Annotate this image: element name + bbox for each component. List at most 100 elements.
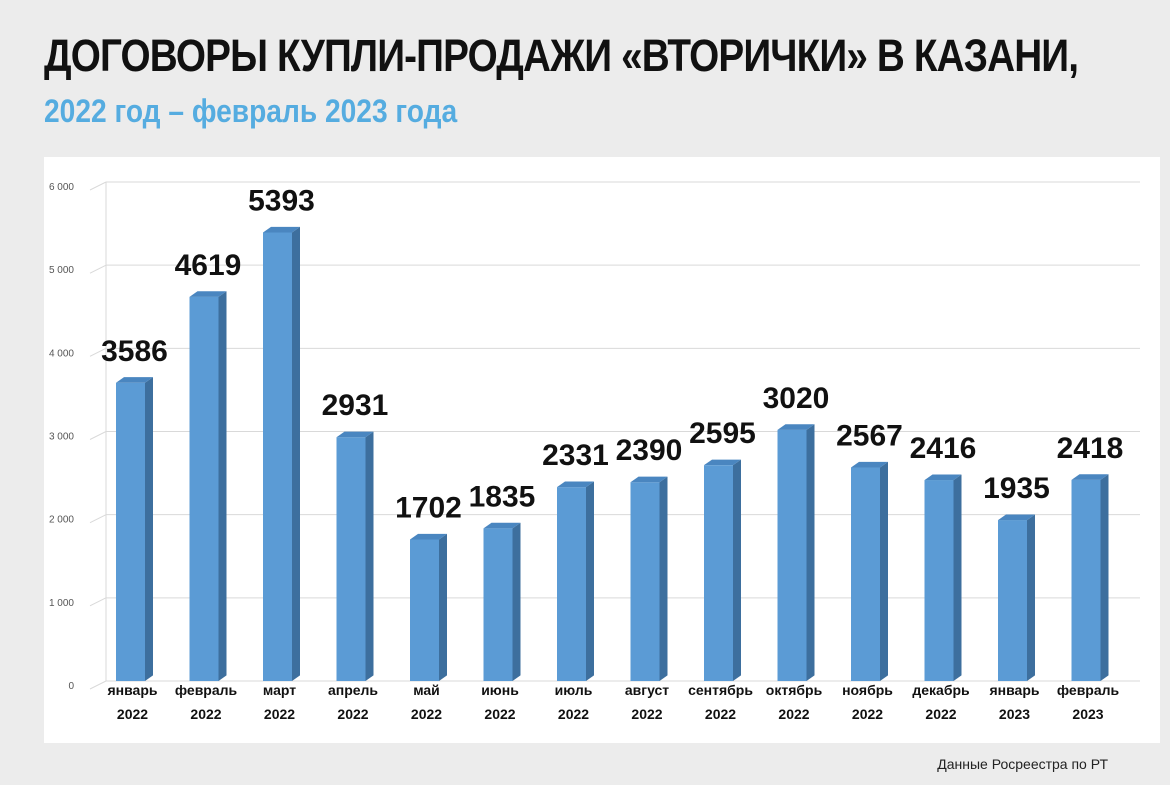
bar-top (851, 461, 888, 468)
bar-side (145, 377, 153, 681)
value-label: 1835 (469, 480, 536, 513)
x-tick-label-year: 2022 (852, 706, 883, 722)
bar-side (586, 481, 594, 681)
x-tick-label-month: июнь (481, 682, 519, 698)
bar-top (483, 522, 521, 529)
bar-side (512, 522, 521, 681)
gridline-perspective (89, 181, 107, 191)
bar (410, 533, 447, 681)
x-tick-label-month: сентябрь (688, 682, 753, 698)
bar-top (704, 459, 741, 466)
y-axis-ticks: 0 1 000 2 000 3 000 4 000 5 000 6 000 (49, 182, 74, 692)
x-tick-label-year: 2022 (558, 706, 589, 722)
value-label: 5393 (248, 184, 315, 217)
bar-side (953, 474, 962, 681)
value-label: 2418 (1057, 432, 1124, 465)
bar-top (630, 476, 668, 483)
bar (116, 377, 153, 681)
x-tick-label-year: 2022 (337, 706, 368, 722)
value-label: 3020 (763, 382, 830, 415)
gridline-perspective (89, 680, 107, 690)
bars (116, 226, 1109, 681)
bar-side (733, 459, 741, 681)
value-label: 1702 (395, 491, 462, 524)
value-label: 1935 (983, 472, 1050, 505)
bar-front (410, 539, 439, 681)
x-tick-label-month: ноябрь (842, 682, 893, 698)
y-tick-label: 5 000 (49, 265, 74, 276)
x-tick-label-month: январь (108, 682, 158, 698)
bar (998, 514, 1035, 681)
bar-top (116, 377, 153, 383)
bar-side (292, 226, 300, 681)
chart-subtitle: 2022 год – февраль 2023 года (44, 93, 458, 129)
x-tick-label-month: октябрь (766, 682, 823, 698)
bar-front (1071, 479, 1101, 681)
y-tick-label: 6 000 (49, 182, 74, 193)
x-tick-label-month: май (413, 682, 440, 698)
bar-top (336, 431, 374, 438)
bar-top (410, 533, 447, 540)
bar-front (483, 528, 513, 681)
x-tick-label-year: 2022 (778, 706, 809, 722)
x-tick-label-year: 2022 (117, 706, 148, 722)
x-tick-label-month: февраль (1057, 682, 1120, 698)
bar (336, 431, 374, 681)
bar (189, 291, 227, 681)
bar-front (189, 296, 219, 681)
value-label: 2331 (542, 439, 609, 472)
bar (851, 461, 888, 681)
x-tick-label-year: 2022 (411, 706, 442, 722)
gridline-perspective (89, 264, 107, 274)
x-tick-label-year: 2023 (1072, 706, 1103, 722)
bar-side (1100, 474, 1109, 681)
gridline-perspective (89, 514, 107, 524)
y-tick-label: 0 (68, 681, 74, 692)
bar (630, 476, 668, 681)
bar-top (998, 514, 1035, 521)
bar (924, 474, 962, 681)
x-tick-label-month: август (625, 682, 669, 698)
y-tick-label: 2 000 (49, 515, 74, 526)
x-tick-label-year: 2022 (705, 706, 736, 722)
bar-top (777, 424, 815, 430)
x-tick-label-month: декабрь (912, 682, 970, 698)
bar-top (1071, 474, 1109, 480)
x-tick-label-month: январь (990, 682, 1040, 698)
x-tick-label-month: февраль (175, 682, 238, 698)
value-label: 2595 (689, 417, 756, 450)
bar-side (1027, 514, 1035, 681)
gridline-perspective (89, 597, 107, 607)
source-note: Данные Росреестра по РТ (937, 756, 1108, 772)
value-label: 2390 (616, 434, 683, 467)
bar-front (998, 520, 1027, 681)
bar-side (806, 424, 815, 681)
bar-front (263, 232, 292, 681)
bar-top (263, 226, 300, 233)
bar-front (557, 487, 586, 681)
bar (1071, 474, 1109, 681)
x-axis-labels: январь 2022 февраль 2022 март 2022 апрель 2022 м… (108, 682, 1120, 722)
bar-chart: 0 1 000 2 000 3 000 4 000 5 000 6 000 3586 4619… (49, 181, 1140, 722)
bar-top (557, 481, 594, 488)
bar-side (439, 533, 447, 681)
x-tick-label-month: апрель (328, 682, 378, 698)
bar-front (851, 467, 880, 681)
x-tick-label-month: март (263, 682, 296, 698)
bar-top (189, 291, 227, 297)
bar-front (336, 437, 366, 681)
x-tick-label-year: 2022 (631, 706, 662, 722)
bar (557, 481, 594, 681)
bar-side (880, 461, 888, 681)
bar-side (365, 431, 374, 681)
y-tick-label: 4 000 (49, 348, 74, 359)
gridline-perspective (89, 347, 107, 357)
chart-panel: 0 1 000 2 000 3 000 4 000 5 000 6 000 3586 4619… (44, 157, 1160, 743)
x-tick-label-year: 2022 (484, 706, 515, 722)
bar (483, 522, 521, 681)
bar-top (924, 474, 962, 481)
bar (704, 459, 741, 681)
bar (263, 226, 300, 681)
bar-front (777, 429, 807, 681)
